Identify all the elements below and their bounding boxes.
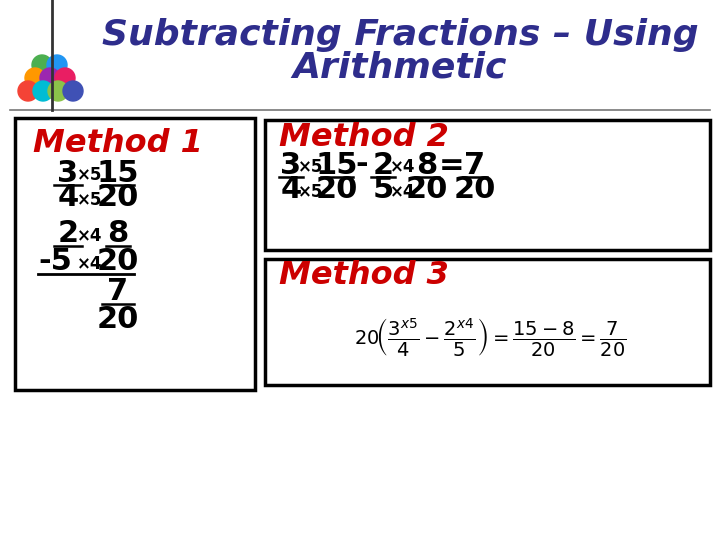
Text: 15: 15	[96, 159, 139, 187]
Circle shape	[47, 55, 67, 75]
Circle shape	[18, 81, 38, 101]
Text: 3: 3	[58, 159, 78, 187]
Text: ×5: ×5	[77, 191, 103, 209]
Text: Method 3: Method 3	[279, 260, 449, 292]
Circle shape	[32, 55, 52, 75]
Circle shape	[25, 68, 45, 88]
Text: 8: 8	[107, 219, 129, 248]
Text: 3: 3	[280, 151, 302, 179]
Text: -: -	[356, 151, 369, 179]
Text: 20: 20	[454, 176, 496, 205]
Text: =: =	[439, 151, 465, 179]
Bar	[15, 118, 255, 390]
Text: 4: 4	[280, 176, 302, 205]
Text: Arithmetic: Arithmetic	[293, 51, 507, 85]
Bar	[265, 120, 710, 250]
Text: Method 2: Method 2	[279, 122, 449, 152]
Text: ×5: ×5	[298, 183, 324, 201]
Text: 20: 20	[96, 306, 139, 334]
Text: ×4: ×4	[77, 227, 103, 245]
Circle shape	[40, 68, 60, 88]
Text: 5: 5	[372, 176, 394, 205]
Text: 15: 15	[316, 151, 359, 179]
Circle shape	[55, 68, 75, 88]
Text: -5: -5	[38, 247, 72, 276]
Text: ×4: ×4	[390, 158, 415, 176]
Text: 20: 20	[96, 184, 139, 213]
Text: Method 1: Method 1	[33, 129, 203, 159]
Text: 2: 2	[372, 151, 394, 179]
Text: Subtracting Fractions – Using: Subtracting Fractions – Using	[102, 18, 698, 52]
Text: 8: 8	[416, 151, 438, 179]
Text: ×5: ×5	[77, 166, 103, 184]
Circle shape	[63, 81, 83, 101]
Bar	[265, 259, 710, 385]
Text: 20: 20	[96, 247, 139, 276]
Text: ×4: ×4	[77, 255, 103, 273]
Text: 4: 4	[58, 184, 78, 213]
Text: 20: 20	[316, 176, 358, 205]
Text: 20: 20	[406, 176, 448, 205]
Text: ×5: ×5	[298, 158, 324, 176]
Circle shape	[48, 81, 68, 101]
Text: ×4: ×4	[390, 183, 415, 201]
Text: $20\!\left(\dfrac{3^{x5}}{4}-\dfrac{2^{x4}}{5}\right)=\dfrac{15-8}{20}=\dfrac{7}: $20\!\left(\dfrac{3^{x5}}{4}-\dfrac{2^{x…	[354, 316, 626, 358]
Circle shape	[33, 81, 53, 101]
Text: 2: 2	[58, 219, 78, 248]
Text: 7: 7	[107, 278, 129, 307]
Text: 7: 7	[464, 151, 485, 179]
